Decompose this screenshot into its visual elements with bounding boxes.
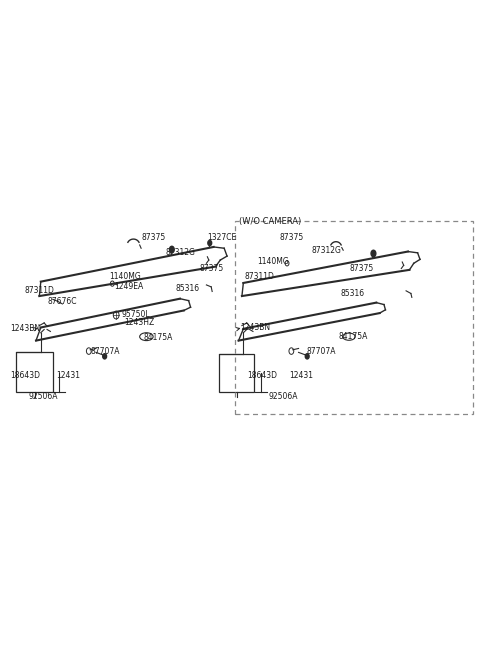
Text: (W/O CAMERA): (W/O CAMERA) <box>239 217 301 226</box>
Circle shape <box>103 354 107 359</box>
Text: 84175A: 84175A <box>143 333 172 343</box>
Circle shape <box>371 250 376 257</box>
Text: 12431: 12431 <box>289 371 313 381</box>
Text: 87312G: 87312G <box>311 246 341 255</box>
Bar <box>219 354 254 392</box>
Text: 1140MG: 1140MG <box>257 257 288 267</box>
Text: 87375: 87375 <box>199 264 224 273</box>
Text: 87375: 87375 <box>349 264 374 273</box>
Text: 1243BN: 1243BN <box>240 323 270 332</box>
Circle shape <box>169 246 174 253</box>
Bar <box>16 352 53 392</box>
Text: 12431: 12431 <box>57 371 81 381</box>
Text: 87375: 87375 <box>279 233 304 242</box>
Text: 85316: 85316 <box>175 284 199 293</box>
Text: 87707A: 87707A <box>90 346 120 356</box>
Text: 95750L: 95750L <box>121 310 150 319</box>
Text: 87311D: 87311D <box>25 286 55 295</box>
Circle shape <box>305 354 309 359</box>
Circle shape <box>208 240 212 246</box>
Text: 87707A: 87707A <box>306 347 336 356</box>
Bar <box>235 221 473 414</box>
Text: 92506A: 92506A <box>269 392 298 402</box>
Text: 87311D: 87311D <box>245 272 275 281</box>
Text: 18643D: 18643D <box>247 371 276 381</box>
Text: 84175A: 84175A <box>339 332 368 341</box>
Text: 87375: 87375 <box>142 233 166 242</box>
Text: 87312G: 87312G <box>166 248 195 257</box>
Text: 87676C: 87676C <box>47 297 76 306</box>
Text: 1140MG: 1140MG <box>109 272 141 281</box>
Text: 1243HZ: 1243HZ <box>124 318 154 327</box>
Text: 92506A: 92506A <box>29 392 58 402</box>
Text: 1243BN: 1243BN <box>11 324 41 333</box>
Text: 1249EA: 1249EA <box>114 282 144 291</box>
Text: 1327CE: 1327CE <box>207 233 237 242</box>
Text: 18643D: 18643D <box>11 371 40 381</box>
Text: 85316: 85316 <box>341 289 365 298</box>
